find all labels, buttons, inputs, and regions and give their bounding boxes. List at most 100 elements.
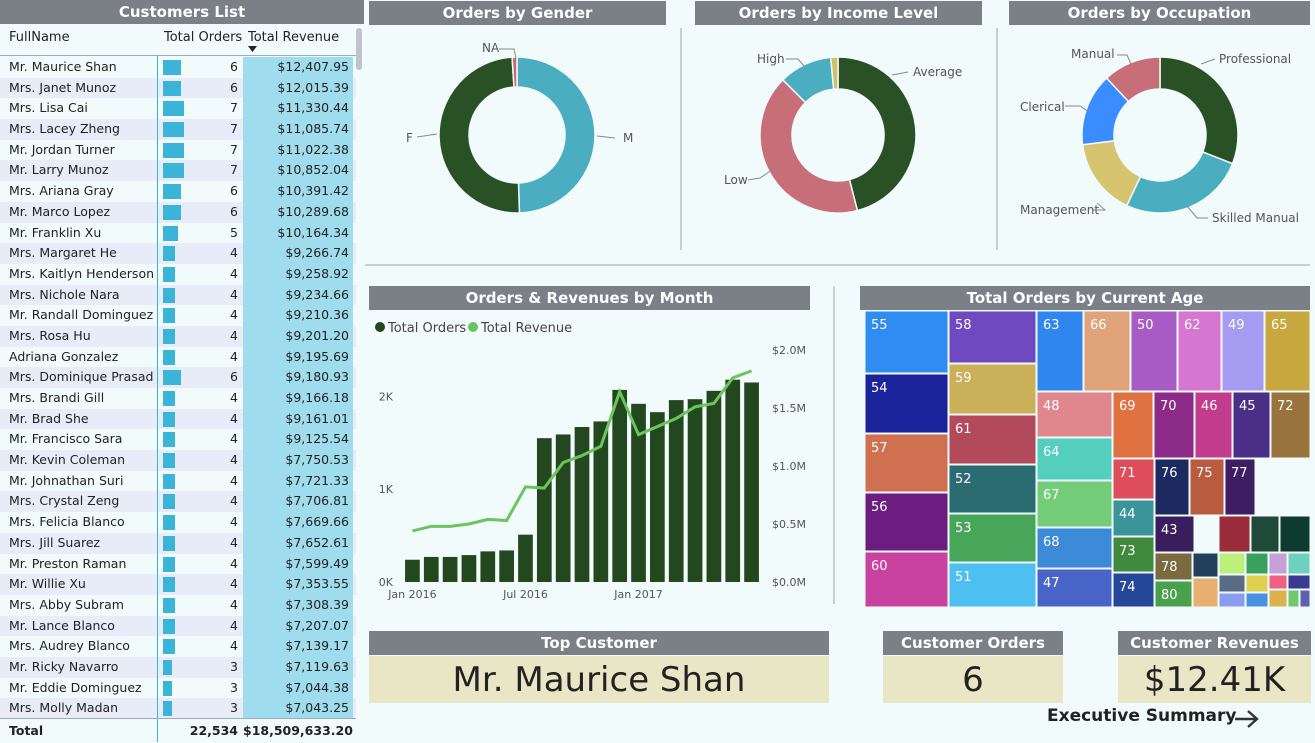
table-row[interactable]: Mr. Preston Raman 4 $7,599.49 xyxy=(0,553,356,575)
table-row[interactable]: Mr. Kevin Coleman 4 $7,750.53 xyxy=(0,450,356,471)
table-row[interactable]: Mrs. Crystal Zeng 4 $7,706.81 xyxy=(0,491,356,513)
row-total-revenue: $7,706.81 xyxy=(285,493,349,509)
orders-databar xyxy=(163,349,175,365)
table-row[interactable]: Mr. Larry Munoz 7 $10,852.04 xyxy=(0,160,356,182)
orders-databar xyxy=(163,556,175,572)
table-row[interactable]: Mr. Lance Blanco 4 $7,207.07 xyxy=(0,615,356,637)
table-row[interactable]: Mr. Jordan Turner 7 $11,022.38 xyxy=(0,139,356,161)
revenue-databar-bg xyxy=(243,305,353,326)
table-row[interactable]: Mrs. Dominique Prasad 6 $9,180.93 xyxy=(0,367,356,388)
table-row[interactable]: Mr. Eddie Dominguez 3 $7,044.38 xyxy=(0,677,356,699)
table-row[interactable]: Mrs. Jill Suarez 4 $7,652.61 xyxy=(0,532,356,554)
table-row[interactable]: Mrs. Janet Munoz 6 $12,015.39 xyxy=(0,77,356,99)
orders-databar xyxy=(163,184,181,200)
table-row[interactable]: Mrs. Ariana Gray 6 $10,391.42 xyxy=(0,181,356,202)
separator xyxy=(833,286,835,604)
leader-line xyxy=(786,58,805,67)
table-row[interactable]: Mrs. Brandi Gill 4 $9,166.18 xyxy=(0,388,356,409)
treemap-label: 78 xyxy=(1161,560,1178,575)
table-row[interactable]: Mrs. Lisa Cai 7 $11,330.44 xyxy=(0,98,356,120)
treemap-cell xyxy=(865,492,949,552)
table-row[interactable]: Mrs. Kaitlyn Henderson 4 $9,258.92 xyxy=(0,263,356,285)
treemap-cell xyxy=(948,363,1037,415)
treemap-label: 44 xyxy=(1119,507,1136,522)
revenue-databar-bg xyxy=(243,574,353,595)
row-fullname: Mr. Ricky Navarro xyxy=(9,658,119,674)
row-fullname: Mr. Francisco Sara xyxy=(9,431,123,447)
row-fullname: Mr. Jordan Turner xyxy=(9,141,115,157)
treemap-cell xyxy=(1224,458,1256,516)
revenue-databar-bg xyxy=(243,594,353,616)
donut-slice xyxy=(516,56,596,214)
treemap-cell xyxy=(1153,391,1195,459)
table-row[interactable]: Mr. Johnathan Suri 4 $7,721.33 xyxy=(0,470,356,492)
revenue-databar-bg xyxy=(243,284,353,306)
revenue-databar-bg xyxy=(243,512,353,533)
table-row[interactable]: Mrs. Margaret He 4 $9,266.74 xyxy=(0,243,356,264)
column-header-total-orders[interactable]: Total Orders xyxy=(164,30,243,45)
row-fullname: Adriana Gonzalez xyxy=(9,348,119,364)
orders-by-gender-chart: M F NA xyxy=(406,41,633,214)
orders-by-occupation-chart: Professional Skilled Manual Management Cler… xyxy=(1020,47,1299,225)
row-total-revenue: $7,043.25 xyxy=(285,700,349,716)
row-fullname: Mr. Preston Raman xyxy=(9,555,127,571)
legend-label-revenue: Total Revenue xyxy=(480,321,572,336)
orders-revenues-by-month-chart: Total Orders Total Revenue 0K 1K 2K $0.0M $0.5… xyxy=(375,321,806,601)
donut-label: Professional xyxy=(1219,52,1291,66)
customer-orders-value: 6 xyxy=(883,656,1063,703)
row-total-orders: 3 xyxy=(230,658,238,674)
row-total-revenue: $9,266.74 xyxy=(285,245,349,261)
donut-slice xyxy=(829,56,839,91)
row-fullname: Mrs. Nichole Nara xyxy=(9,286,120,302)
row-total-revenue: $9,195.69 xyxy=(285,348,349,364)
column-header-total-revenue[interactable]: Total Revenue xyxy=(248,30,340,45)
executive-summary-button[interactable]: Executive Summary xyxy=(1047,706,1259,728)
table-row[interactable]: Mrs. Rosa Hu 4 $9,201.20 xyxy=(0,325,356,347)
orders-databar xyxy=(163,80,181,96)
table-row[interactable]: Mr. Randall Dominguez 4 $9,210.36 xyxy=(0,305,356,326)
treemap-label: 45 xyxy=(1239,399,1256,414)
table-row[interactable]: Mrs. Felicia Blanco 4 $7,669.66 xyxy=(0,512,356,533)
revenue-databar-bg xyxy=(243,367,353,388)
y-right-tick: $1.5M xyxy=(772,402,806,415)
revenue-databar-bg xyxy=(243,222,353,244)
table-row[interactable]: Mrs. Molly Madan 3 $7,043.25 xyxy=(0,698,356,719)
treemap-label: 56 xyxy=(871,500,888,515)
treemap-cell xyxy=(1083,311,1131,392)
row-fullname: Mrs. Dominique Prasad xyxy=(9,369,154,385)
table-row[interactable]: Mrs. Audrey Blanco 4 $7,139.17 xyxy=(0,636,356,657)
orders-databar xyxy=(163,639,175,655)
table-row[interactable]: Mrs. Nichole Nara 4 $9,234.66 xyxy=(0,284,356,306)
row-fullname: Mrs. Lacey Zheng xyxy=(9,121,120,137)
treemap-label: 54 xyxy=(871,381,888,396)
donut-label: M xyxy=(623,131,633,145)
row-fullname: Mr. Willie Xu xyxy=(9,576,86,592)
leader-line xyxy=(1186,205,1208,219)
row-fullname: Mr. Brad She xyxy=(9,410,89,426)
orders-databar xyxy=(163,204,181,220)
row-total-orders: 4 xyxy=(230,555,238,571)
table-row[interactable]: Mrs. Abby Subram 4 $7,308.39 xyxy=(0,594,356,616)
revenue-databar-bg xyxy=(243,119,353,140)
table-row[interactable]: Mr. Marco Lopez 6 $10,289.68 xyxy=(0,201,356,223)
treemap-label: 59 xyxy=(955,371,972,386)
leader-line xyxy=(1065,105,1090,113)
table-row[interactable]: Adriana Gonzalez 4 $9,195.69 xyxy=(0,346,356,368)
table-row[interactable]: Mr. Willie Xu 4 $7,353.55 xyxy=(0,574,356,595)
table-row[interactable]: Mr. Franklin Xu 5 $10,164.34 xyxy=(0,222,356,244)
row-total-revenue: $7,750.53 xyxy=(285,452,349,468)
table-row[interactable]: Mrs. Lacey Zheng 7 $11,085.74 xyxy=(0,119,356,140)
treemap-cell xyxy=(1218,515,1251,553)
treemap-cell xyxy=(1221,311,1265,392)
table-row[interactable]: Mr. Francisco Sara 4 $9,125.54 xyxy=(0,429,356,451)
row-fullname: Mrs. Jill Suarez xyxy=(9,534,101,550)
table-row[interactable]: Mr. Maurice Shan 6 $12,407.95 xyxy=(0,57,356,78)
column-header-fullname[interactable]: FullName xyxy=(9,30,70,45)
table-row[interactable]: Mr. Ricky Navarro 3 $7,119.63 xyxy=(0,656,356,678)
row-total-orders: 4 xyxy=(230,245,238,261)
sort-descending-icon[interactable] xyxy=(248,46,257,52)
table-row[interactable]: Mr. Brad She 4 $9,161.01 xyxy=(0,408,356,430)
table-scrollbar[interactable] xyxy=(356,28,362,70)
donut-slice xyxy=(1081,139,1142,207)
row-total-orders: 3 xyxy=(230,679,238,695)
